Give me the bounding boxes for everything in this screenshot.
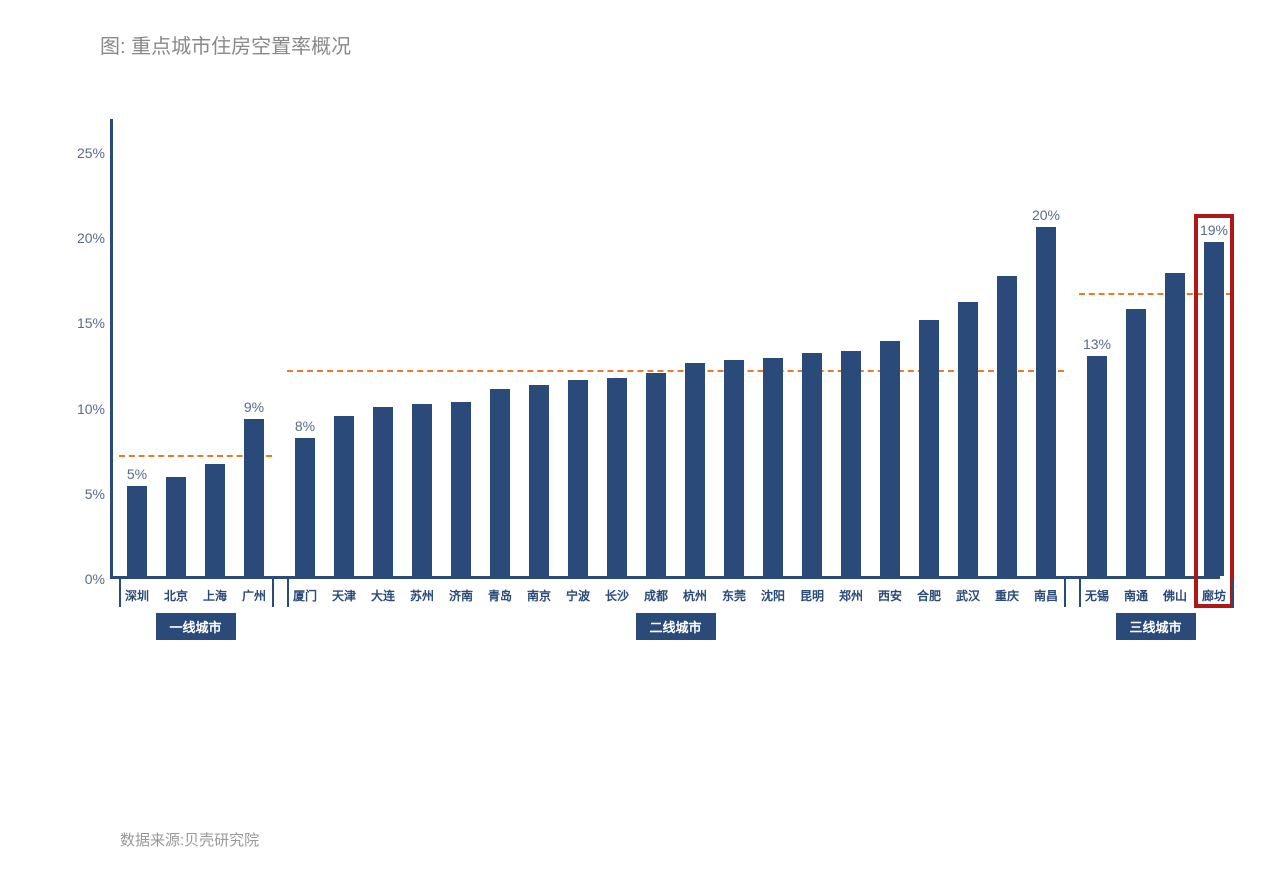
x-axis-label: 长沙 [605,587,629,604]
group-badge: 一线城市 [155,613,235,640]
bar [295,438,315,576]
bar-value-label: 20% [1032,207,1060,223]
bar [1165,273,1185,576]
x-axis-label: 重庆 [995,587,1019,604]
x-axis-label: 苏州 [410,587,434,604]
bar-value-label: 13% [1083,336,1111,352]
x-axis-label: 深圳 [125,587,149,604]
bar [166,477,186,576]
group-average-line [287,370,1064,372]
x-axis-label: 东莞 [722,587,746,604]
bar [958,302,978,576]
bar [1036,227,1056,576]
bar [490,389,510,576]
group-badge: 三线城市 [1115,613,1195,640]
group-separator [1064,579,1066,607]
bar [373,407,393,576]
x-axis-label: 杭州 [683,587,707,604]
bar [205,464,225,576]
bar [763,358,783,576]
bar-value-label: 8% [295,418,315,434]
x-axis-label: 南通 [1124,587,1148,604]
bar [1204,242,1224,576]
bar [244,419,264,576]
bar [841,351,861,576]
x-axis-label: 北京 [164,587,188,604]
y-tick-label: 0% [50,571,105,587]
x-axis-label: 廊坊 [1202,587,1226,604]
x-axis-label: 大连 [371,587,395,604]
y-tick-label: 5% [50,486,105,502]
bar [802,353,822,576]
bar [724,360,744,576]
group-separator [1232,579,1234,607]
x-axis-label: 南昌 [1034,587,1058,604]
bar [127,486,147,576]
group-separator [272,579,274,607]
bar [412,404,432,576]
bar [646,373,666,576]
x-axis-label: 昆明 [800,587,824,604]
bar-value-label: 9% [244,399,264,415]
x-axis-label: 青岛 [488,587,512,604]
y-tick-label: 20% [50,230,105,246]
bar [607,378,627,576]
bar-value-label: 5% [127,466,147,482]
x-axis-label: 佛山 [1163,587,1187,604]
group-separator [287,579,289,607]
x-axis-label: 宁波 [566,587,590,604]
bar [334,416,354,576]
bar [568,380,588,576]
bar [685,363,705,576]
bar [919,320,939,576]
x-axis-label: 西安 [878,587,902,604]
bar [880,341,900,576]
group-separator [119,579,121,607]
plot-area: 深圳5%北京上海广州9%厦门8%天津大连苏州济南青岛南京宁波长沙成都杭州东莞沈阳… [110,119,1220,579]
y-tick-label: 25% [50,145,105,161]
x-axis-label: 上海 [203,587,227,604]
data-source: 数据来源:贝壳研究院 [120,829,1240,850]
bar [997,276,1017,576]
bar-value-label: 19% [1200,222,1228,238]
group-badge: 二线城市 [635,613,715,640]
x-axis-label: 无锡 [1085,587,1109,604]
x-axis-label: 南京 [527,587,551,604]
bar [1126,309,1146,576]
bar [529,385,549,576]
group-separator [1079,579,1081,607]
y-tick-label: 10% [50,401,105,417]
y-tick-label: 15% [50,315,105,331]
x-axis-label: 济南 [449,587,473,604]
x-axis-label: 成都 [644,587,668,604]
x-axis-label: 天津 [332,587,356,604]
x-axis-label: 武汉 [956,587,980,604]
x-axis-label: 郑州 [839,587,863,604]
x-axis-label: 广州 [242,587,266,604]
chart-title: 图: 重点城市住房空置率概况 [100,30,1240,59]
chart-container: 0%5%10%15%20%25% 深圳5%北京上海广州9%厦门8%天津大连苏州济… [50,99,1230,659]
x-axis-label: 合肥 [917,587,941,604]
x-axis-label: 厦门 [293,587,317,604]
bar [451,402,471,576]
bar [1087,356,1107,576]
x-axis-label: 沈阳 [761,587,785,604]
